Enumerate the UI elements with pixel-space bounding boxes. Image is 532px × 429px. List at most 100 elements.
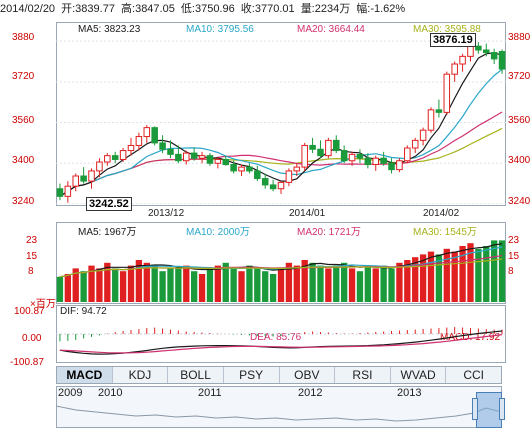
price-ytick-right: 3240 (508, 196, 531, 207)
volume-bar (356, 271, 364, 302)
vol-ma20-label: MA20: 1721万 (297, 227, 361, 238)
candle-body (96, 161, 103, 172)
volume-bar (254, 268, 261, 302)
price-ytick-right: 3880 (508, 32, 531, 43)
indicator-tabbar: MACD KDJ BOLL PSY OBV RSI WVAD CCI (56, 366, 502, 384)
quote-open: 开:3839.77 (61, 3, 115, 15)
vol-ytick-right: 8 (508, 266, 514, 277)
volume-bar (206, 268, 214, 302)
candle-body (356, 153, 364, 159)
volume-bar (498, 240, 506, 302)
volume-bar (372, 268, 379, 302)
tab-obv[interactable]: OBV (280, 367, 336, 383)
price-xtick: 2013/12 (148, 208, 185, 219)
tab-rsi[interactable]: RSI (335, 367, 391, 383)
tab-boll[interactable]: BOLL (168, 367, 224, 383)
tab-psy[interactable]: PSY (224, 367, 280, 383)
tab-kdj[interactable]: KDJ (113, 367, 169, 383)
candle-body (151, 127, 158, 144)
volume-bar (467, 243, 474, 302)
candle-body (246, 166, 253, 172)
volume-bar (96, 268, 103, 302)
volume-bar (88, 265, 95, 302)
candle-body (80, 175, 87, 182)
candle-body (135, 136, 143, 146)
price-ytick-right: 3560 (508, 115, 531, 126)
candle-body (285, 170, 293, 183)
price-ytick-left: 3240 (12, 196, 35, 207)
volume-bar (435, 254, 443, 302)
macd-chart (56, 327, 506, 355)
volume-bar (175, 268, 182, 302)
candle-body (435, 109, 443, 113)
candle-body (490, 52, 498, 60)
volume-bar (222, 262, 229, 302)
volume-bar (348, 268, 356, 302)
navigator-sparkline (56, 405, 502, 422)
vol-ytick-right: 23 (508, 235, 520, 246)
candle-body (104, 155, 111, 163)
macd-ytick-left: 100.87 (14, 306, 45, 317)
volume-bar (412, 257, 419, 302)
candle-body (206, 155, 214, 164)
volume-bar (443, 248, 450, 302)
price-ma20-label: MA20: 3664.44 (297, 24, 365, 35)
quote-high: 高:3847.05 (121, 3, 175, 15)
quote-close: 收:3770.01 (240, 3, 295, 15)
candle-body (483, 49, 490, 54)
quote-change: 幅:-1.62% (356, 3, 406, 15)
vol-ma10-label: MA10: 2000万 (186, 227, 250, 238)
candle-body (340, 150, 348, 162)
price-ytick-left: 3400 (12, 155, 35, 166)
volume-bar (167, 268, 174, 302)
tab-cci[interactable]: CCI (463, 368, 485, 382)
navigator-handle-right[interactable] (499, 398, 505, 420)
candle-body (372, 157, 380, 166)
candle-body (348, 153, 356, 162)
candle-body (119, 150, 127, 160)
volume-bar (301, 260, 308, 302)
candle-body (396, 160, 403, 171)
candle-body (198, 155, 206, 159)
navigator-year: 2010 (98, 387, 123, 399)
candle-body (143, 127, 151, 138)
navigator-year: 2013 (397, 387, 422, 399)
vol-ytick-left: 15 (26, 251, 38, 262)
volume-bar (333, 265, 340, 302)
volume-bar (127, 265, 135, 302)
tab-wvad[interactable]: WVAD (391, 367, 447, 383)
candle-body (411, 139, 419, 149)
candle-body (380, 157, 387, 164)
vol-ma30-line (59, 258, 503, 278)
volume-bar (183, 265, 190, 302)
navigator-year: 2011 (198, 387, 222, 399)
candle-body (404, 147, 411, 162)
candle-body (167, 148, 174, 155)
price-ma30-label: MA30: 3595.88 (413, 24, 481, 35)
tab-macd[interactable]: MACD (57, 367, 113, 383)
macd-dif-label: DIF: 94.72 (60, 306, 107, 317)
candle-body (222, 158, 229, 166)
candle-body (475, 45, 482, 51)
navigator-handle-left[interactable] (472, 398, 478, 420)
volume-bar (459, 246, 466, 302)
vol-ma30-label: MA30: 1545万 (413, 227, 477, 238)
volume-bar (104, 262, 111, 302)
low-callout: 3242.52 (86, 197, 132, 211)
volume-bar (119, 271, 127, 302)
volume-bar (404, 260, 411, 302)
candle-body (459, 55, 466, 65)
candle-body (56, 188, 64, 197)
volume-bar (151, 265, 158, 302)
volume-bar (293, 265, 300, 302)
macd-dea-label: DEA: 85.76 (250, 332, 302, 343)
volume-bars (56, 240, 506, 302)
candle-body (72, 175, 79, 187)
volume-bar (364, 265, 371, 302)
volume-bar (285, 262, 293, 302)
volume-bar (191, 271, 198, 302)
candle-body (111, 155, 119, 160)
vol-ma5-label: MA5: 1967万 (78, 227, 137, 238)
navigator-line (56, 405, 502, 422)
timeline-navigator[interactable] (56, 386, 502, 428)
